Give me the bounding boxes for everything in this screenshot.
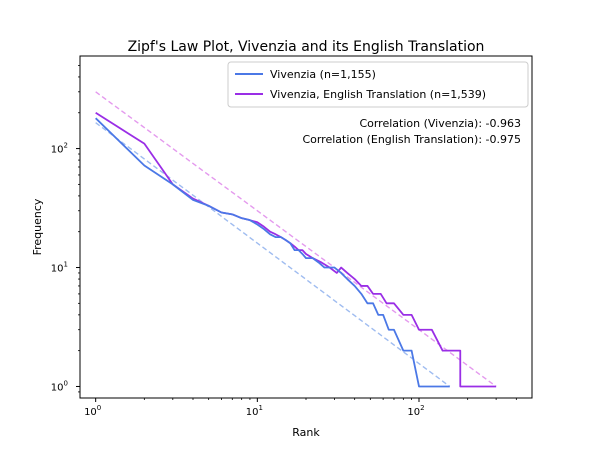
plot-area — [95, 91, 497, 388]
x-axis-label: Rank — [292, 426, 320, 439]
legend: Vivenzia (n=1,155) Vivenzia, English Tra… — [227, 61, 529, 108]
x-tick-label: 100 — [84, 404, 101, 418]
correlation-english: Correlation (English Translation): -0.97… — [302, 133, 521, 146]
y-axis: 100 101 102 — [51, 65, 80, 393]
legend-box — [227, 61, 529, 108]
y-tick-label: 102 — [51, 142, 68, 156]
fit-line-english — [95, 91, 497, 388]
x-tick-label: 102 — [407, 404, 424, 418]
fit-line-vivenzia — [95, 122, 451, 388]
correlation-vivenzia: Correlation (Vivenzia): -0.963 — [359, 117, 521, 130]
chart-title: Zipf's Law Plot, Vivenzia and its Englis… — [128, 39, 485, 55]
y-axis-label: Frequency — [31, 198, 44, 255]
legend-label-english: Vivenzia, English Translation (n=1,539) — [270, 88, 486, 101]
series-line-vivenzia — [95, 117, 450, 388]
x-axis: 100 101 102 — [84, 398, 517, 418]
x-tick-label: 101 — [246, 404, 263, 418]
y-tick-label: 100 — [51, 379, 68, 393]
legend-label-vivenzia: Vivenzia (n=1,155) — [270, 68, 376, 81]
y-tick-label: 101 — [51, 261, 68, 275]
